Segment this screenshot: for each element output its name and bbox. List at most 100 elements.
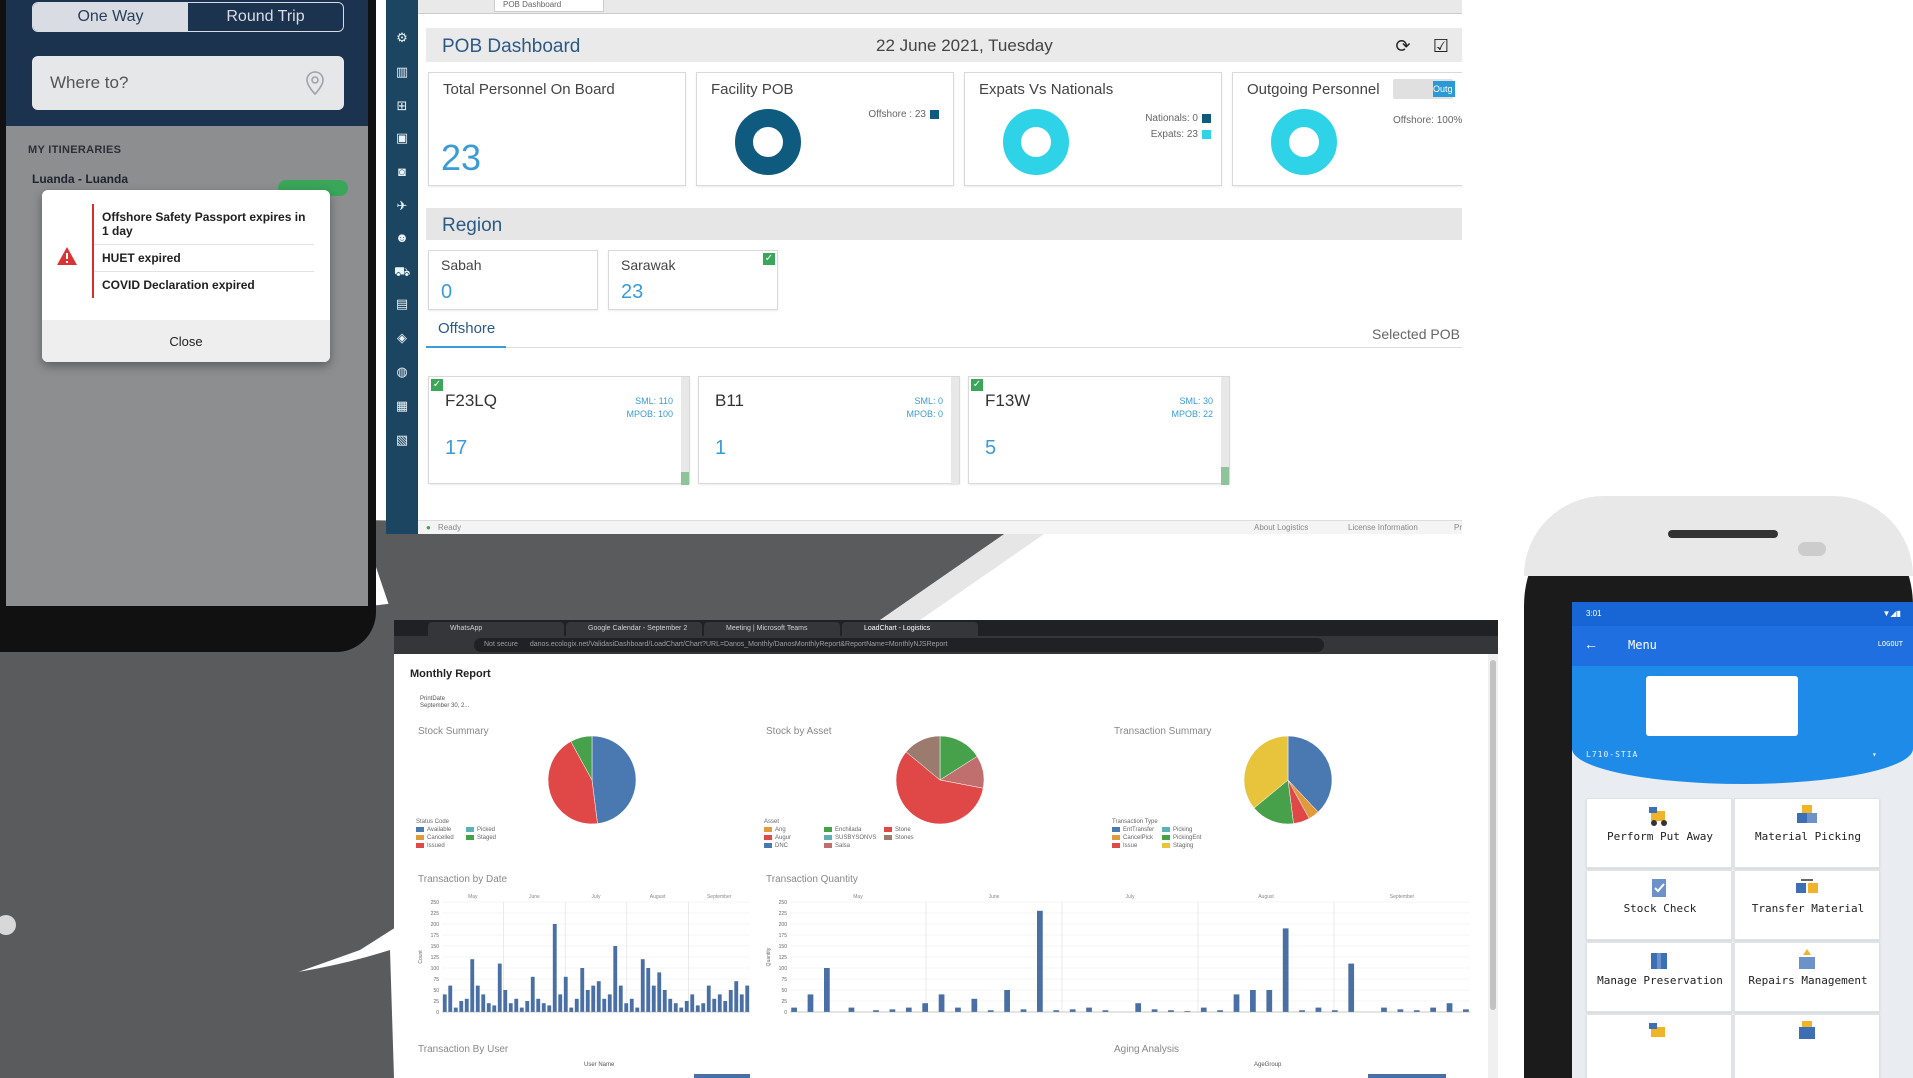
- browser-tab-active[interactable]: LoadChart - Logistics: [842, 622, 978, 636]
- browser-tab[interactable]: Google Calendar - September 2: [566, 622, 702, 636]
- alert-item: Offshore Safety Passport expires in 1 da…: [94, 204, 314, 245]
- tile-perform-put-away[interactable]: Perform Put Away: [1586, 798, 1732, 868]
- selected-checkbox[interactable]: ✓: [763, 253, 775, 265]
- tile-more[interactable]: [1734, 1014, 1880, 1078]
- report-title: Monthly Report: [410, 668, 491, 680]
- forklift-icon: [1649, 807, 1667, 826]
- refresh-icon[interactable]: ⟳: [1395, 36, 1411, 56]
- settings-icon[interactable]: ⚙: [396, 30, 408, 45]
- total-pob-card[interactable]: Total Personnel On Board 23: [428, 72, 686, 186]
- itinerary-route[interactable]: Luanda - Luanda: [32, 172, 128, 186]
- chart-bar: [1200, 1007, 1207, 1012]
- map-icon[interactable]: ◈: [397, 330, 407, 345]
- legend-swatch: [824, 826, 832, 832]
- tile-repairs-management[interactable]: Repairs Management: [1734, 942, 1880, 1012]
- outgoing-toggle[interactable]: Outg: [1393, 79, 1455, 99]
- chart-bar: [618, 985, 623, 1012]
- transport-icon[interactable]: ⛟: [394, 264, 411, 279]
- region-card-sarawak[interactable]: Sarawak 23 ✓: [608, 250, 778, 310]
- facility-pob-card[interactable]: Facility POB Offshore : 23: [696, 72, 954, 186]
- tile-transfer-material[interactable]: Transfer Material: [1734, 870, 1880, 940]
- chart-bar: [1135, 1003, 1142, 1012]
- legend-label: Staging: [1173, 843, 1194, 849]
- pie-slice: [591, 735, 637, 824]
- briefcase-icon[interactable]: ▣: [395, 130, 409, 145]
- people-icon[interactable]: ☻: [395, 230, 409, 245]
- tile-label: Manage Preservation: [1597, 974, 1723, 987]
- facility-card-f23lq[interactable]: ✓ F23LQ SML: 110 MPOB: 100 17: [428, 376, 690, 485]
- legend-label: Enchilada: [835, 827, 862, 833]
- expats-card[interactable]: Expats Vs Nationals Nationals: 0 Expats:…: [964, 72, 1222, 186]
- legend-item: Stones: [884, 834, 944, 842]
- browser-tab[interactable]: WhatsApp: [428, 622, 564, 636]
- mpob-value: MPOB: 100: [626, 409, 673, 419]
- chart-bar: [651, 985, 656, 1012]
- capacity-bar: [951, 377, 959, 485]
- boxes-icon: [1797, 805, 1817, 823]
- outgoing-card[interactable]: Outgoing Personnel Outg Offshore: 100%: [1232, 72, 1462, 186]
- tile-stock-check[interactable]: Stock Check: [1586, 870, 1732, 940]
- footer-link[interactable]: About Logistics: [1254, 523, 1309, 532]
- legend-item: CancelPick: [1112, 834, 1162, 842]
- facility-card-b11[interactable]: B11 SML: 0 MPOB: 0 1: [698, 376, 960, 485]
- where-to-input[interactable]: Where to?: [32, 56, 344, 110]
- scrollbar-thumb[interactable]: [1490, 660, 1496, 1010]
- dashboard-header: POB Dashboard 22 June 2021, Tuesday ⟳ ☑ …: [426, 28, 1462, 62]
- one-way-option[interactable]: One Way: [33, 3, 188, 31]
- report-icon[interactable]: ▧: [395, 432, 409, 447]
- chart-bar: [706, 985, 711, 1012]
- browser-tab[interactable]: Meeting | Microsoft Teams: [704, 622, 840, 636]
- selected-checkbox[interactable]: ✓: [971, 379, 983, 391]
- facility-card-f13w[interactable]: ✓ F13W SML: 30 MPOB: 22 5: [968, 376, 1230, 485]
- section-title: Stock Summary: [418, 726, 489, 737]
- selected-checkbox[interactable]: ✓: [431, 379, 443, 391]
- hierarchy-icon[interactable]: ⊞: [396, 98, 408, 113]
- scrollbar[interactable]: [1488, 654, 1498, 1078]
- globe-icon[interactable]: ◍: [396, 364, 408, 379]
- helicopter-icon[interactable]: ✈: [396, 198, 408, 213]
- chart-icon[interactable]: ▦: [395, 398, 409, 413]
- camera-icon[interactable]: ◙: [398, 164, 406, 179]
- close-button[interactable]: Close: [42, 320, 330, 362]
- building-icon[interactable]: ▥: [395, 64, 409, 79]
- logout-button[interactable]: LOGOUT: [1877, 640, 1903, 648]
- tab-offshore[interactable]: Offshore: [438, 320, 496, 337]
- month-label: September: [707, 894, 732, 900]
- address-bar[interactable]: Not secure danos.ecologix.net/ValidasiDa…: [474, 638, 1324, 652]
- warehouse-select[interactable]: L710-STIA ▾: [1586, 750, 1877, 759]
- chart-bar: [459, 1001, 464, 1012]
- check-circle-icon[interactable]: ☑: [1432, 36, 1450, 56]
- footer-link[interactable]: Privacy S: [1454, 523, 1462, 532]
- legend-item: Available: [416, 826, 466, 834]
- tile-more[interactable]: [1586, 1014, 1732, 1078]
- back-arrow-icon[interactable]: ←: [1584, 636, 1598, 652]
- legend-swatch: [1162, 834, 1170, 840]
- location-pin-icon[interactable]: [304, 70, 326, 96]
- camera-sensor: [1798, 542, 1826, 556]
- chart-bar: [596, 981, 601, 1012]
- document-icon[interactable]: ▤: [395, 296, 409, 311]
- chart-bar: [1397, 1009, 1404, 1012]
- legend-swatch: [1112, 826, 1120, 832]
- chart-bar: [547, 1005, 552, 1012]
- y-tick-label: 175: [431, 933, 440, 939]
- legend-swatch: [884, 834, 892, 840]
- round-trip-option[interactable]: Round Trip: [188, 3, 343, 31]
- month-label: July: [1126, 894, 1135, 900]
- chart-bar: [745, 985, 750, 1012]
- legend-swatch: [466, 826, 474, 832]
- chart-bar: [1086, 1007, 1092, 1012]
- region-card-sabah[interactable]: Sabah 0: [428, 250, 598, 310]
- tile-manage-preservation[interactable]: Manage Preservation: [1586, 942, 1732, 1012]
- chart-bar: [541, 1003, 546, 1012]
- tile-material-picking[interactable]: Material Picking: [1734, 798, 1880, 868]
- signal-battery-icon: ▼◢▮: [1882, 609, 1901, 618]
- chart-bar: [530, 976, 535, 1012]
- facility-pob-value: 5: [985, 437, 997, 459]
- footer-link[interactable]: License Information: [1348, 523, 1418, 532]
- chart-bar: [481, 994, 486, 1012]
- tab-pob-dashboard[interactable]: POB Dashboard: [494, 0, 604, 12]
- handheld-device: 3:01 ▼◢▮ ← Menu LOGOUT L710-STIA ▾ Perfo…: [1524, 496, 1913, 1078]
- stock-summary-legend: Status Code Available Cancelled Issued Picke…: [416, 818, 566, 850]
- region-name: Sarawak: [621, 257, 676, 273]
